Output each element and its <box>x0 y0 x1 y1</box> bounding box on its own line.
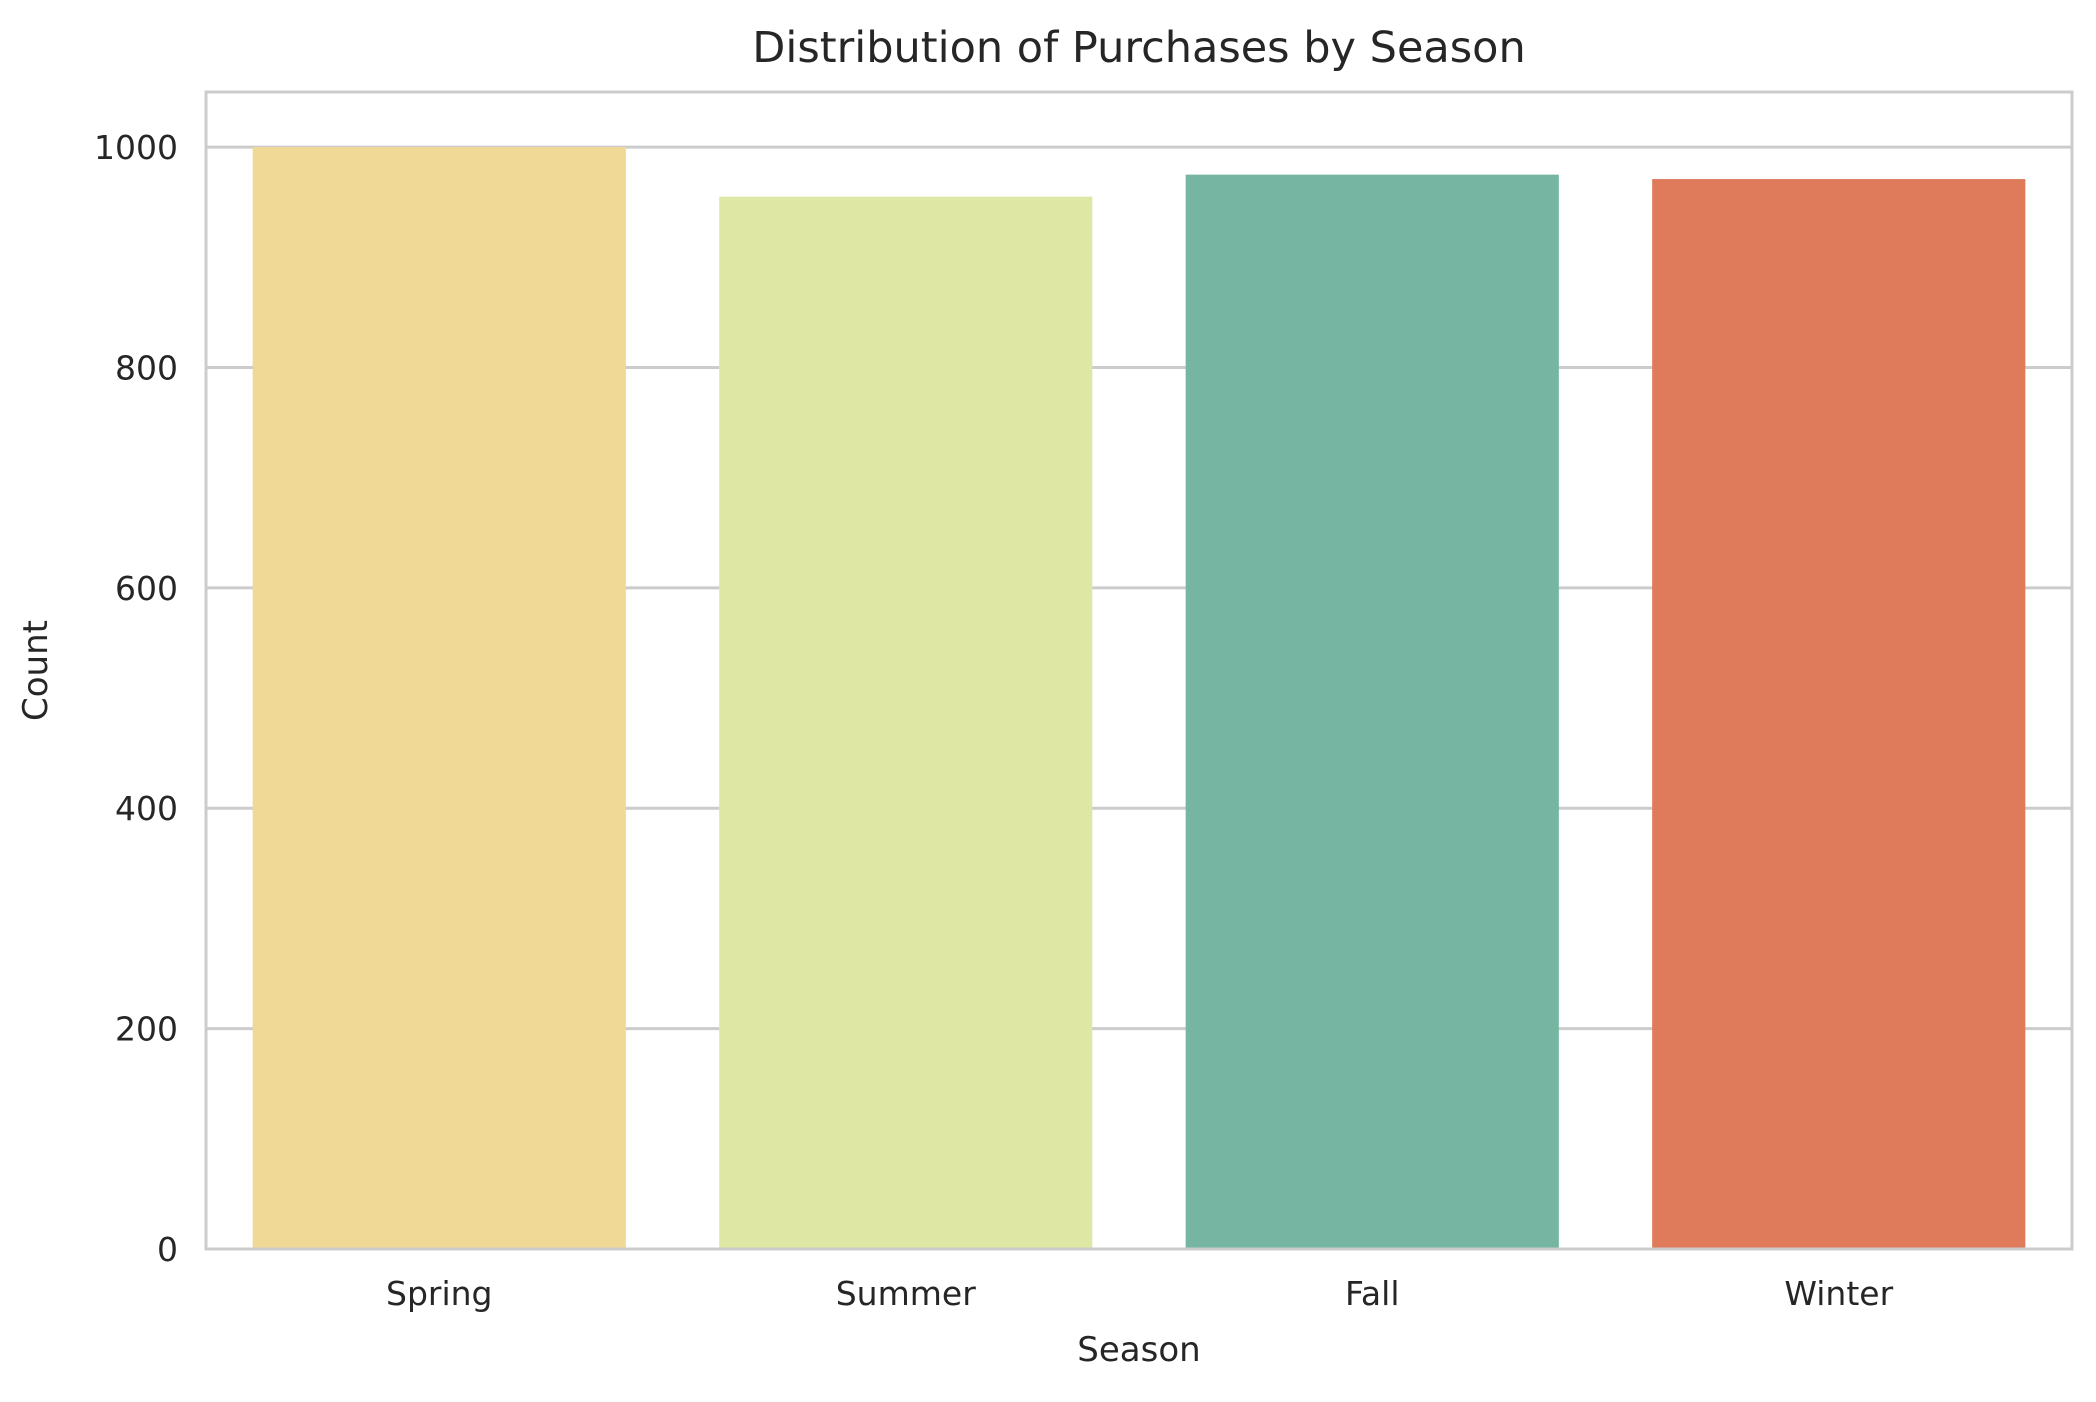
bars <box>252 147 2026 1250</box>
bar-fall <box>1185 174 1559 1250</box>
x-tick-labels: Spring Summer Fall Winter <box>386 1274 1894 1313</box>
y-tick-label: 600 <box>115 569 178 608</box>
y-tick-label: 1000 <box>94 128 178 167</box>
x-tick-label: Spring <box>386 1274 493 1313</box>
bar-summer <box>719 196 1093 1250</box>
plot-frame <box>204 90 2074 1251</box>
x-tick-label: Fall <box>1345 1274 1400 1313</box>
y-tick-label: 800 <box>115 348 178 387</box>
bar-spring <box>252 147 626 1250</box>
bar-winter <box>1652 179 2026 1249</box>
x-tick-label: Winter <box>1784 1274 1893 1313</box>
y-tick-label: 400 <box>115 789 178 828</box>
y-tick-label: 0 <box>157 1230 178 1269</box>
y-tick-label: 200 <box>115 1010 178 1049</box>
y-axis-label: Count <box>16 620 56 721</box>
y-tick-labels: 0 200 400 600 800 1000 <box>94 128 178 1269</box>
chart-title: Distribution of Purchases by Season <box>752 23 1525 73</box>
x-tick-label: Summer <box>836 1274 976 1313</box>
x-axis-label: Season <box>1077 1330 1200 1370</box>
